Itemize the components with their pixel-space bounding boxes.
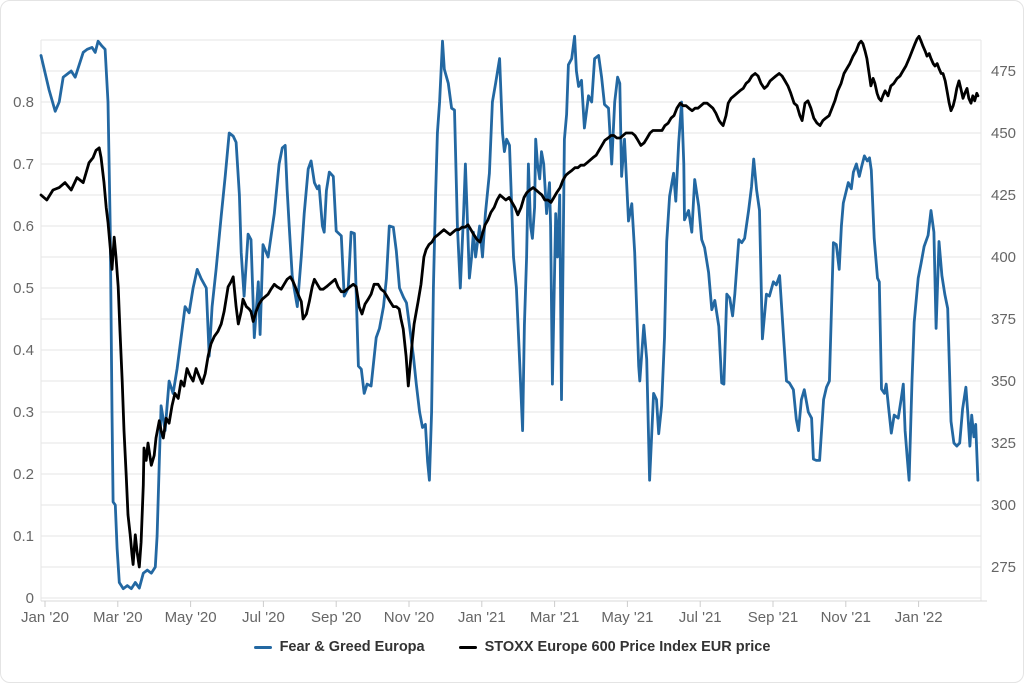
svg-text:0.4: 0.4 [13, 342, 34, 359]
svg-text:0.3: 0.3 [13, 404, 34, 421]
svg-text:350: 350 [991, 373, 1016, 390]
x-axis-labels: Jan '20 Mar '20 May '20 Jul '20 Sep '20 Nov '… [21, 609, 943, 626]
svg-text:375: 375 [991, 311, 1016, 328]
svg-text:0.7: 0.7 [13, 156, 34, 173]
svg-text:275: 275 [991, 559, 1016, 576]
fear-greed-series-line[interactable] [39, 34, 980, 591]
svg-text:Jan '22: Jan '22 [895, 609, 943, 626]
stoxx-line-swatch-icon [458, 645, 477, 649]
svg-text:0: 0 [26, 590, 34, 607]
legend-label-stoxx: STOXX Europe 600 Price Index EUR price [484, 639, 771, 655]
svg-text:0.5: 0.5 [13, 280, 34, 297]
svg-text:Jul '20: Jul '20 [242, 609, 285, 626]
svg-text:Jan '21: Jan '21 [458, 609, 506, 626]
svg-text:May '20: May '20 [165, 609, 217, 626]
fear-greed-line-swatch-icon [253, 645, 272, 649]
svg-text:May '21: May '21 [601, 609, 653, 626]
svg-text:Nov '20: Nov '20 [384, 609, 434, 626]
svg-text:Sep '21: Sep '21 [748, 609, 798, 626]
svg-text:475: 475 [991, 63, 1016, 80]
svg-text:Mar '20: Mar '20 [93, 609, 143, 626]
svg-text:Nov '21: Nov '21 [821, 609, 871, 626]
svg-text:Mar '21: Mar '21 [530, 609, 580, 626]
legend-item-stoxx[interactable]: STOXX Europe 600 Price Index EUR price [458, 639, 771, 655]
legend: Fear & Greed Europa STOXX Europe 600 Pri… [1, 639, 1023, 655]
series-lines [39, 34, 980, 591]
y-axis-left-labels: 0 0.1 0.2 0.3 0.4 0.5 0.6 0.7 0.8 [13, 94, 34, 607]
y-axis-right-labels: 275 300 325 350 375 400 425 450 475 [991, 63, 1016, 576]
legend-item-fear-greed[interactable]: Fear & Greed Europa [253, 639, 425, 655]
svg-text:450: 450 [991, 125, 1016, 142]
svg-text:Sep '20: Sep '20 [311, 609, 361, 626]
svg-text:425: 425 [991, 187, 1016, 204]
x-axis [41, 600, 987, 607]
svg-text:Jul '21: Jul '21 [679, 609, 722, 626]
legend-label-fear-greed: Fear & Greed Europa [279, 639, 425, 655]
svg-text:300: 300 [991, 497, 1016, 514]
svg-text:Jan '20: Jan '20 [21, 609, 69, 626]
svg-text:400: 400 [991, 249, 1016, 266]
svg-text:0.1: 0.1 [13, 528, 34, 545]
svg-text:325: 325 [991, 435, 1016, 452]
svg-text:0.2: 0.2 [13, 466, 34, 483]
svg-text:0.8: 0.8 [13, 94, 34, 111]
svg-text:0.6: 0.6 [13, 218, 34, 235]
stoxx-series-line[interactable] [39, 34, 980, 569]
